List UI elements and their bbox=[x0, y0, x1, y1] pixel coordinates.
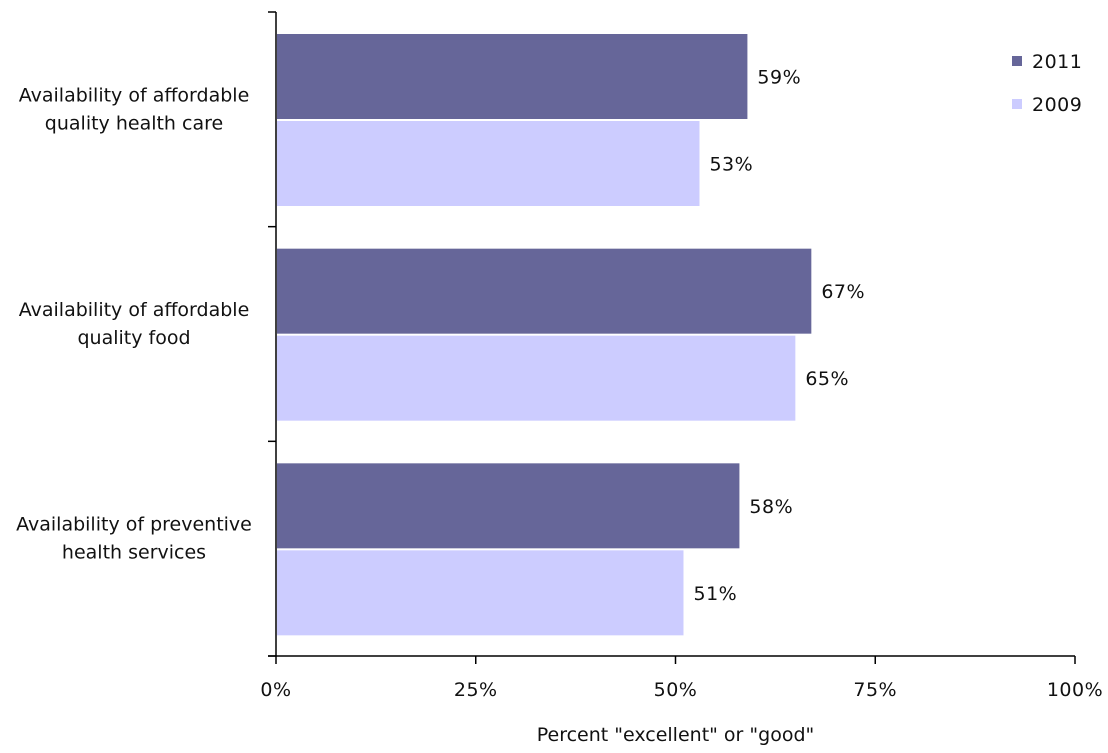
data-label-2009-0: 53% bbox=[709, 154, 753, 176]
bar-2011-1 bbox=[277, 248, 812, 334]
bar-2011-0 bbox=[277, 34, 748, 119]
x-tick-label-4: 100% bbox=[1047, 679, 1103, 701]
data-label-2011-0: 59% bbox=[757, 67, 801, 89]
data-label-2011-1: 67% bbox=[821, 281, 865, 303]
category-label-0-line-1: quality health care bbox=[45, 112, 223, 134]
x-axis-title: Percent "excellent" or "good" bbox=[537, 724, 815, 746]
bar-2009-2 bbox=[277, 550, 684, 636]
data-label-2009-1: 65% bbox=[805, 368, 849, 390]
legend-swatch-2009 bbox=[1012, 99, 1022, 109]
bar-2009-0 bbox=[277, 121, 700, 206]
x-tick-label-1: 25% bbox=[454, 679, 498, 701]
y-axis-ticks bbox=[268, 11, 276, 657]
category-label-2-line-0: Availability of preventive bbox=[16, 514, 252, 536]
category-label-2-line-1: health services bbox=[62, 542, 206, 564]
axes-group bbox=[268, 12, 1075, 657]
bar-2011-2 bbox=[277, 463, 740, 549]
data-label-2009-2: 51% bbox=[693, 583, 737, 605]
x-tick-label-0: 0% bbox=[260, 679, 291, 701]
legend-label-2011: 2011 bbox=[1032, 51, 1082, 73]
legend: 2011 2009 bbox=[1012, 51, 1082, 116]
bar-2009-1 bbox=[277, 335, 796, 421]
bars-group bbox=[277, 34, 812, 636]
legend-swatch-2011 bbox=[1012, 56, 1022, 66]
x-tick-label-2: 50% bbox=[654, 679, 698, 701]
legend-label-2009: 2009 bbox=[1032, 94, 1082, 116]
x-axis-ticks: 0% 25% 50% 75% 100% bbox=[260, 656, 1103, 701]
x-tick-label-3: 75% bbox=[853, 679, 897, 701]
category-label-1-line-0: Availability of affordable bbox=[19, 299, 250, 321]
category-labels: Availability of affordable quality health… bbox=[16, 84, 252, 563]
category-label-1-line-1: quality food bbox=[77, 327, 190, 349]
category-label-0-line-0: Availability of affordable bbox=[19, 84, 250, 106]
data-labels-group: 59% 53% 67% 65% 58% 51% bbox=[693, 67, 865, 605]
data-label-2011-2: 58% bbox=[749, 496, 793, 518]
